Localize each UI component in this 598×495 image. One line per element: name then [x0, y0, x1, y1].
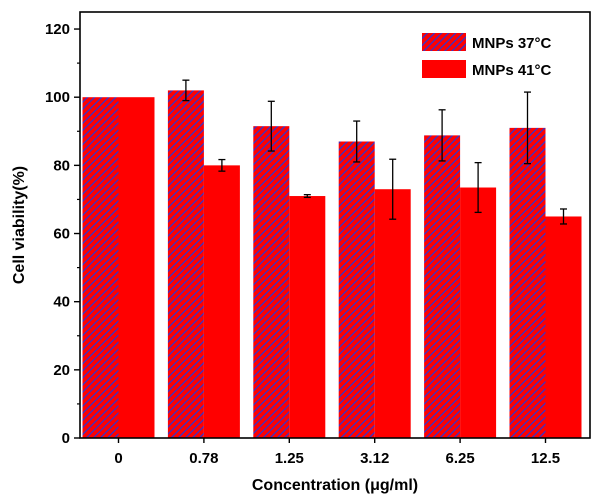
x-tick-label: 0.78	[189, 450, 218, 467]
y-tick-label: 120	[45, 21, 70, 38]
x-tick-label: 12.5	[531, 450, 560, 467]
x-tick-label: 0	[114, 450, 122, 467]
y-tick-label: 0	[62, 430, 70, 447]
error-bar-series2-1	[218, 158, 226, 172]
bar-series2-1	[203, 165, 240, 439]
y-tick-label: 40	[53, 294, 70, 311]
legend-label-mnps-41: MNPs 41°C	[472, 62, 552, 79]
x-tick-label: 1.25	[275, 450, 304, 467]
bar-series1-5	[509, 127, 546, 438]
bar-series1-2	[253, 126, 290, 438]
legend-swatch-mnps-37	[422, 33, 466, 51]
y-axis-title: Cell viability(%)	[11, 166, 28, 284]
legend-swatch-mnps-41	[422, 60, 466, 78]
x-axis-title: Concentration (μg/ml)	[252, 477, 418, 494]
x-tick-label: 6.25	[445, 450, 474, 467]
bar-series1-1	[167, 90, 204, 438]
bar-series1-4	[424, 135, 461, 438]
error-bar-series1-4	[438, 109, 446, 162]
y-tick-label: 100	[45, 89, 70, 106]
legend-label-mnps-37: MNPs 37°C	[472, 35, 552, 52]
y-tick-label: 20	[53, 362, 70, 379]
error-bar-series2-5	[560, 208, 567, 225]
bar-series2-5	[545, 216, 582, 438]
error-bar-series2-2	[303, 194, 311, 199]
bar-series2-3	[374, 189, 411, 438]
error-bar-series2-4	[474, 161, 482, 214]
bar-series2-2	[289, 196, 326, 438]
bar-series1-3	[338, 141, 375, 438]
plot-frame	[79, 11, 591, 439]
error-bar-series2-3	[389, 158, 397, 220]
error-bar-series1-1	[182, 79, 190, 102]
legend: MNPs 37°C MNPs 41°C	[422, 33, 552, 79]
bar-series2-0	[118, 97, 155, 438]
error-bar-series1-5	[524, 91, 531, 165]
bar-series2-4	[460, 187, 497, 438]
error-bar-series1-2	[267, 100, 275, 152]
x-tick-label: 3.12	[360, 450, 389, 467]
error-bar-series1-3	[353, 120, 361, 163]
bar-series1-0	[82, 97, 119, 438]
y-tick-label: 80	[53, 157, 70, 174]
y-tick-label: 60	[53, 226, 70, 243]
